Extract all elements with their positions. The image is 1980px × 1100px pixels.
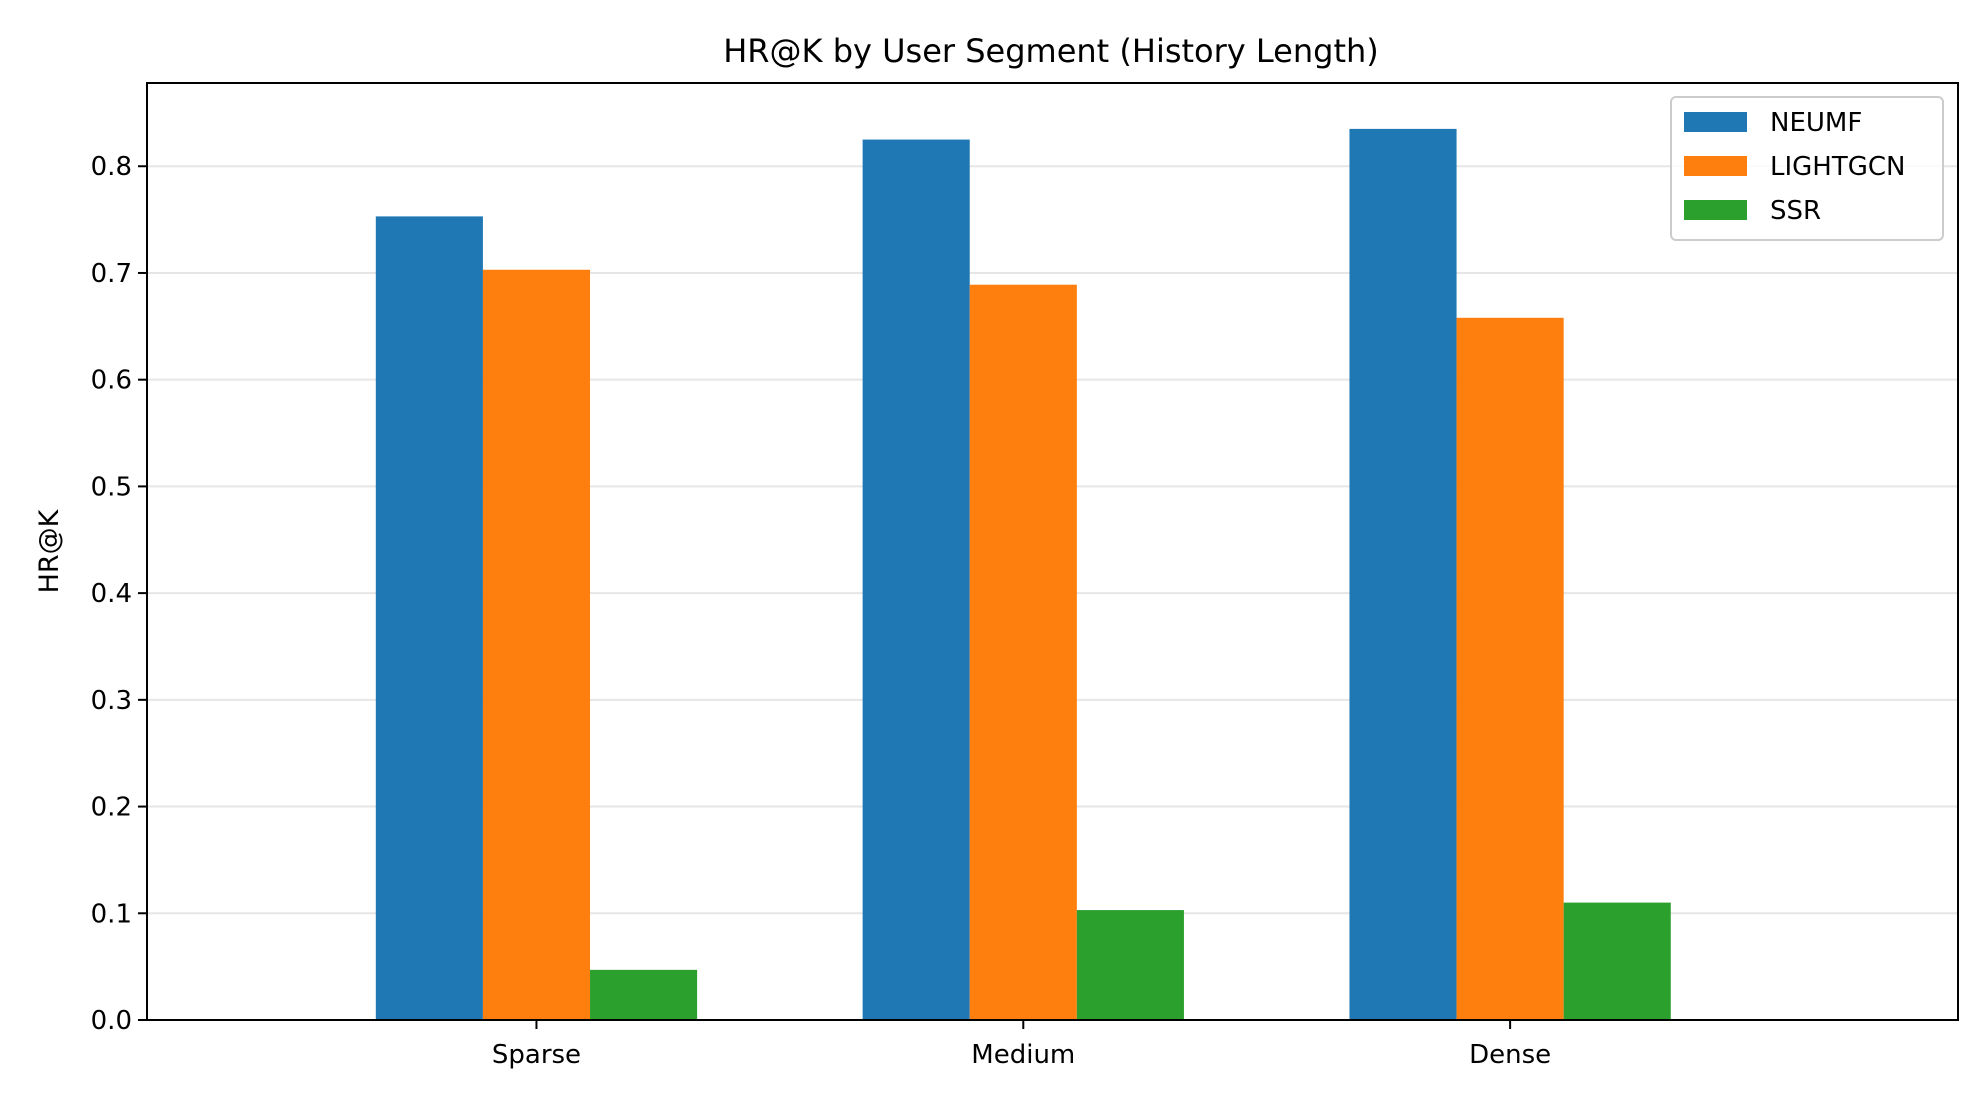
y-axis-ticks: 0.0 0.1 0.2 0.3 0.4 0.5 0.6 0.7 0.8 [91, 152, 147, 1036]
plot-area-frame [146, 82, 1959, 1021]
y-tick-label: 0.5 [91, 472, 132, 502]
bar-neumf-sparse [375, 216, 483, 1020]
y-axis-label: HR@K [34, 508, 65, 593]
legend: NEUMF LIGHTGCN SSR [1670, 96, 1944, 241]
legend-swatch-neumf [1684, 112, 1747, 132]
legend-label-neumf: NEUMF [1770, 108, 1862, 138]
y-tick-label: 0.7 [91, 259, 132, 289]
bar-neumf-medium [862, 139, 970, 1020]
bar-lightgcn-dense [1456, 317, 1564, 1021]
y-tick-label: 0.3 [91, 686, 132, 716]
x-tick-label: Sparse [492, 1040, 581, 1070]
bar-ssr-sparse [590, 969, 698, 1020]
x-axis-ticks: Sparse Medium Dense [492, 1020, 1551, 1070]
bar-lightgcn-sparse [482, 269, 591, 1021]
bar-neumf-dense [1349, 128, 1457, 1020]
legend-swatch-ssr [1684, 200, 1747, 220]
x-tick-label: Dense [1469, 1040, 1551, 1070]
legend-label-lightgcn: LIGHTGCN [1770, 152, 1905, 182]
bar-ssr-dense [1563, 902, 1671, 1020]
x-tick-label: Medium [971, 1040, 1075, 1070]
bar-lightgcn-medium [969, 284, 1077, 1021]
chart-title: HR@K by User Segment (History Length) [723, 32, 1379, 70]
legend-swatch-lightgcn [1684, 156, 1747, 176]
y-tick-label: 0.4 [91, 579, 132, 609]
bars [375, 128, 1671, 1021]
y-tick-label: 0.1 [91, 899, 132, 929]
y-tick-label: 0.6 [91, 366, 132, 396]
y-tick-label: 0.2 [91, 793, 132, 823]
legend-label-ssr: SSR [1770, 196, 1821, 226]
bar-ssr-medium [1076, 910, 1184, 1020]
y-tick-label: 0.8 [91, 152, 132, 182]
y-tick-label: 0.0 [91, 1006, 132, 1036]
